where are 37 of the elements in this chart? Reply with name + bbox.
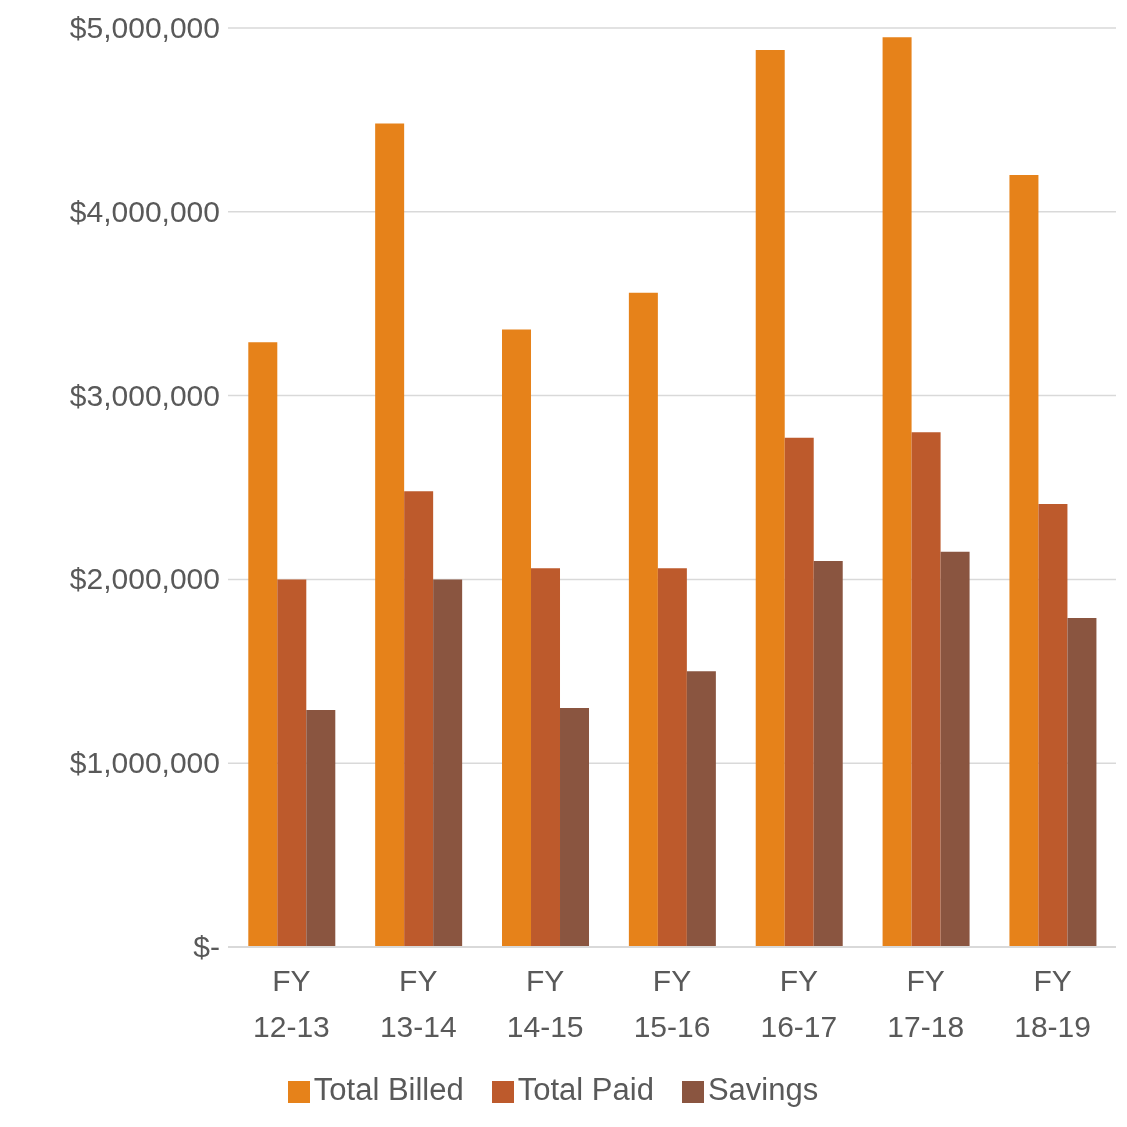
bar <box>657 568 687 947</box>
y-tick-label: $5,000,000 <box>69 11 220 44</box>
x-tick-label: FY 18-19 <box>1014 964 1091 1043</box>
y-tick-label: $1,000,000 <box>69 746 220 780</box>
legend-label: Savings <box>707 1072 819 1107</box>
bar <box>560 708 590 947</box>
x-tick-label: FY 12-13 <box>253 964 330 1043</box>
y-tick-label: $- <box>193 930 220 963</box>
y-tick-label: $4,000,000 <box>69 194 220 228</box>
bar <box>940 551 970 947</box>
bar <box>813 561 843 947</box>
bar <box>686 671 716 947</box>
bar <box>502 329 532 947</box>
bar <box>404 491 434 947</box>
bar <box>1067 618 1097 947</box>
x-tick-label: FY 16-17 <box>760 964 838 1043</box>
bar <box>248 342 278 947</box>
bar <box>375 123 405 947</box>
bar <box>911 432 941 947</box>
y-tick-label: $2,000,000 <box>69 562 220 596</box>
bar <box>433 579 463 947</box>
x-tick-label: FY 17-18 <box>887 964 965 1043</box>
bar <box>1038 504 1068 947</box>
x-tick-label: FY 15-16 <box>633 964 711 1043</box>
bar <box>306 709 336 947</box>
y-tick-label: $3,000,000 <box>69 378 220 412</box>
x-tick-label: FY 14-15 <box>506 964 584 1043</box>
x-tick-label: FY 13-14 <box>379 964 457 1043</box>
legend-label: Total Billed <box>313 1072 464 1107</box>
bar <box>277 579 307 947</box>
bar <box>784 437 814 947</box>
legend-label: Total Paid <box>517 1072 654 1107</box>
bar <box>755 50 785 947</box>
bar <box>1009 175 1039 947</box>
bar <box>628 292 658 947</box>
bar <box>531 568 561 947</box>
bar <box>882 37 912 947</box>
